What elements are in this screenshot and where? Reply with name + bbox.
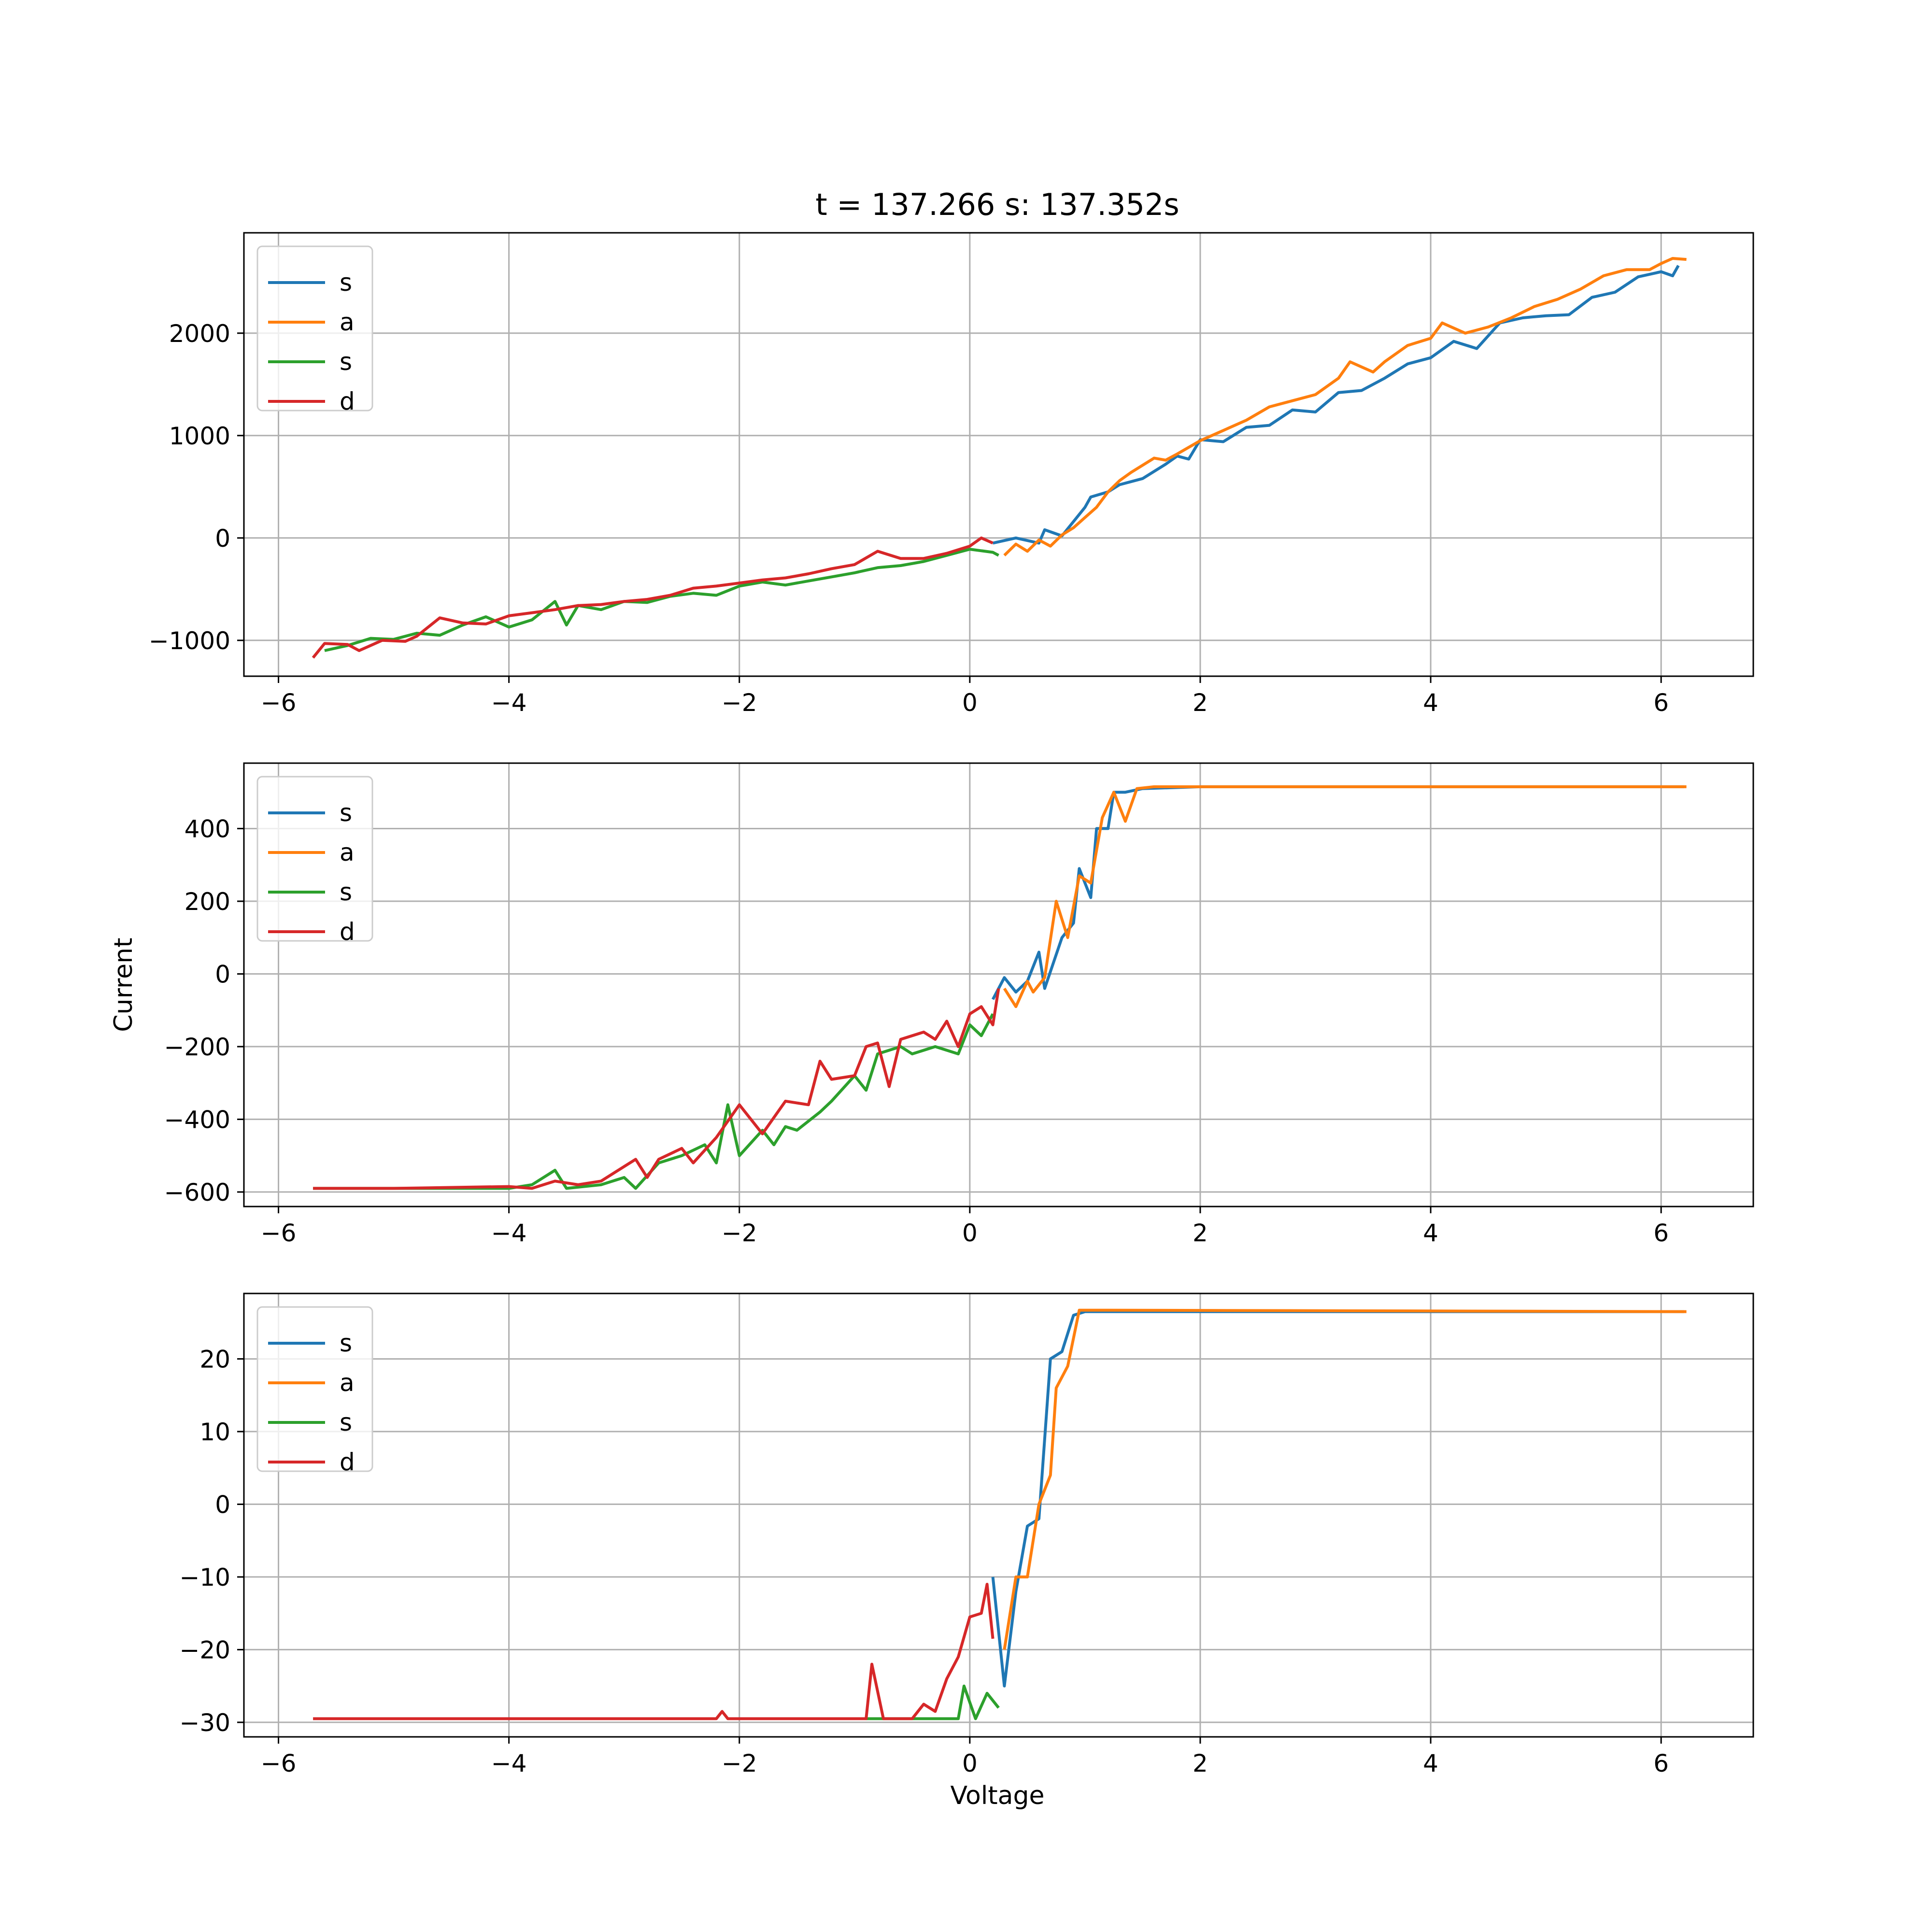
axes-frame bbox=[243, 762, 1754, 1208]
y-tick-label: −10 bbox=[179, 1563, 230, 1591]
series-line-d-4 bbox=[312, 536, 994, 659]
y-tick-label: −20 bbox=[179, 1636, 230, 1664]
y-tick-label: −600 bbox=[164, 1179, 230, 1207]
y-tick-label: −400 bbox=[164, 1106, 230, 1134]
x-tick-label: 4 bbox=[1423, 1749, 1438, 1777]
y-tick-label: −200 bbox=[164, 1033, 230, 1061]
x-tick-label: −6 bbox=[261, 1219, 297, 1247]
y-tick-label: 20 bbox=[199, 1345, 230, 1373]
legend-label: s bbox=[340, 1329, 352, 1357]
y-tick-label: 1000 bbox=[169, 422, 230, 450]
legend-box bbox=[256, 1306, 373, 1472]
y-tick-label: 10 bbox=[199, 1418, 230, 1446]
y-tick-label: 400 bbox=[185, 815, 230, 843]
legend-label: a bbox=[340, 838, 355, 867]
legend-label: a bbox=[340, 308, 355, 336]
x-tick-label: −6 bbox=[261, 689, 297, 717]
y-tick-label: 0 bbox=[215, 525, 230, 553]
y-tick-label: 200 bbox=[185, 888, 230, 916]
x-tick-label: −2 bbox=[722, 1749, 757, 1777]
legend-label: d bbox=[340, 387, 355, 415]
x-tick-label: 0 bbox=[962, 689, 978, 717]
x-tick-label: 4 bbox=[1423, 689, 1438, 717]
legend-box bbox=[256, 245, 373, 412]
x-tick-label: −4 bbox=[491, 1749, 527, 1777]
x-tick-label: −2 bbox=[722, 1219, 757, 1247]
y-tick-label: 2000 bbox=[169, 320, 230, 348]
x-tick-label: 2 bbox=[1193, 1749, 1208, 1777]
series-line-d-4 bbox=[313, 1583, 994, 1720]
y-tick-label: 0 bbox=[215, 960, 230, 988]
legend-label: d bbox=[340, 1448, 355, 1476]
legend-label: a bbox=[340, 1369, 355, 1397]
legend-label: s bbox=[340, 1408, 352, 1436]
series-line-s-3 bbox=[313, 1013, 994, 1190]
series-line-a-2 bbox=[1003, 785, 1687, 1009]
axes-frame bbox=[243, 232, 1754, 677]
x-tick-label: −6 bbox=[261, 1749, 297, 1777]
x-tick-label: 6 bbox=[1653, 1219, 1669, 1247]
legend-label: s bbox=[340, 269, 352, 297]
x-tick-label: −2 bbox=[722, 689, 757, 717]
x-tick-label: 2 bbox=[1193, 1219, 1208, 1247]
y-tick-label: 0 bbox=[215, 1491, 230, 1519]
x-tick-label: 0 bbox=[962, 1749, 978, 1777]
series-line-s-1 bbox=[992, 265, 1680, 545]
legend-label: d bbox=[340, 918, 355, 946]
x-tick-label: −4 bbox=[491, 1219, 527, 1247]
x-tick-label: −4 bbox=[491, 689, 527, 717]
x-tick-label: 4 bbox=[1423, 1219, 1438, 1247]
x-tick-label: 2 bbox=[1193, 689, 1208, 717]
series-line-a-2 bbox=[1003, 1308, 1687, 1650]
y-tick-label: −30 bbox=[179, 1709, 230, 1737]
series-line-d-4 bbox=[313, 988, 1000, 1190]
legend-label: s bbox=[340, 799, 352, 827]
legend-label: s bbox=[340, 878, 352, 906]
figure-title: t = 137.266 s: 137.352s bbox=[815, 187, 1179, 222]
legend-box bbox=[256, 776, 373, 942]
y-tick-label: −1000 bbox=[149, 627, 230, 655]
x-tick-label: 6 bbox=[1653, 689, 1669, 717]
x-tick-label: 0 bbox=[962, 1219, 978, 1247]
series-line-s-1 bbox=[991, 785, 1684, 1000]
legend-label: s bbox=[340, 348, 352, 376]
series-line-a-2 bbox=[1003, 257, 1687, 556]
axes-frame bbox=[243, 1293, 1754, 1738]
x-axis-label: Voltage bbox=[950, 1781, 1044, 1810]
series-line-s-3 bbox=[324, 548, 999, 652]
x-tick-label: 6 bbox=[1653, 1749, 1669, 1777]
y-axis-label: Current bbox=[109, 938, 138, 1032]
